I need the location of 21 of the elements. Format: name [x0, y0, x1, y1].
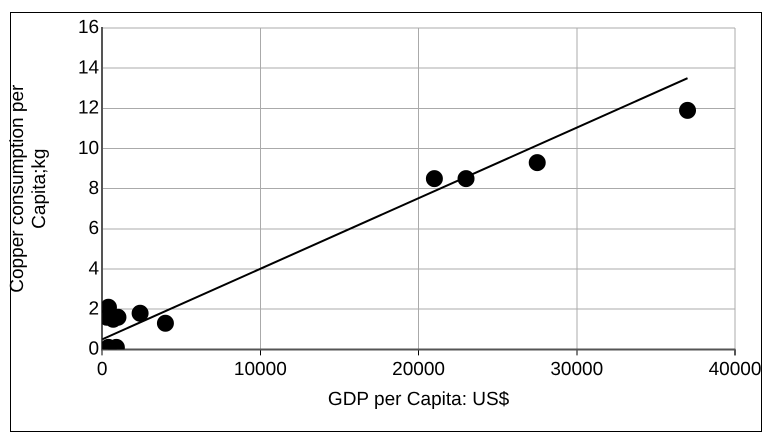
y-tick-label: 2 [88, 298, 100, 320]
point [528, 154, 546, 172]
point [426, 170, 443, 188]
y-tick-label: 0 [88, 338, 100, 360]
x-tick-label: 40000 [708, 359, 762, 380]
x-tick-label: 30000 [550, 359, 604, 380]
y-tick-label: 12 [78, 98, 100, 119]
point [679, 102, 696, 119]
x-tick-label: 20000 [392, 359, 445, 380]
point [132, 304, 149, 322]
y-tick-label: 6 [88, 218, 100, 240]
y-tick-label: 10 [78, 138, 100, 159]
y-tick-label: 16 [78, 17, 100, 38]
x-axis-title: GDP per Capita: US$ [328, 388, 510, 410]
y-tick-label: 14 [78, 57, 100, 78]
point [458, 170, 475, 188]
point [156, 314, 174, 332]
y-axis-title: Copper consumption per Capita;kg [7, 84, 50, 293]
y-tick-label: 4 [88, 258, 100, 280]
y-tick-label: 8 [88, 178, 100, 199]
x-tick-label: 10000 [234, 359, 287, 380]
